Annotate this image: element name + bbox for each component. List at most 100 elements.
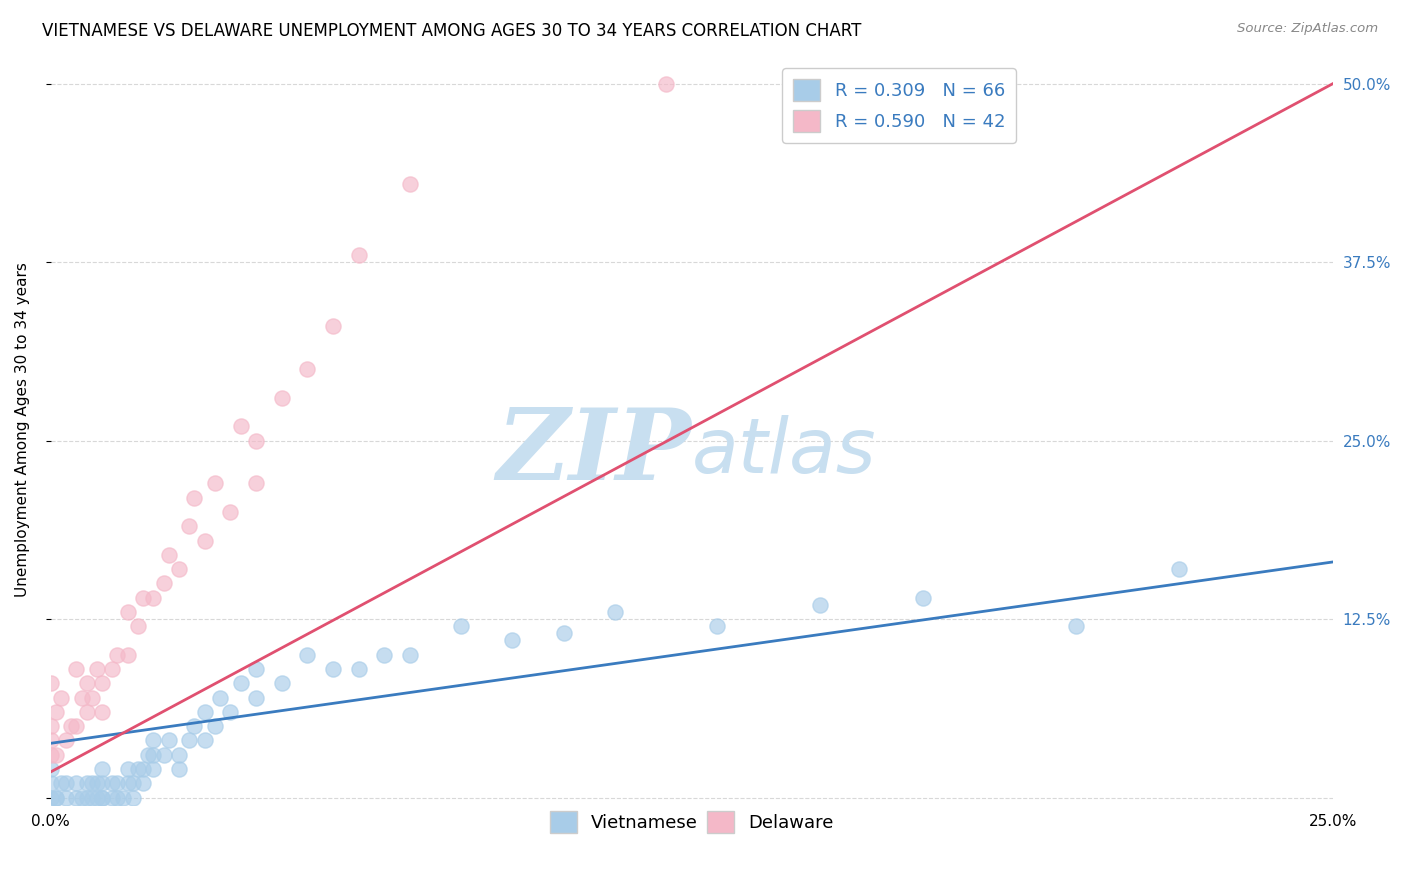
- Point: [45, 705, 67, 719]
- Point: [55, 733, 77, 747]
- Point: [1066, 619, 1088, 633]
- Point: [167, 747, 190, 762]
- Point: [91, 776, 114, 790]
- Point: [167, 562, 190, 576]
- Point: [101, 776, 124, 790]
- Point: [204, 719, 226, 733]
- Point: [209, 690, 232, 705]
- Point: [322, 662, 344, 676]
- Point: [179, 519, 201, 533]
- Point: [245, 434, 267, 448]
- Point: [39, 733, 62, 747]
- Point: [245, 476, 267, 491]
- Point: [76, 776, 98, 790]
- Point: [70, 790, 93, 805]
- Point: [179, 733, 201, 747]
- Point: [142, 762, 165, 776]
- Point: [603, 605, 626, 619]
- Point: [808, 598, 831, 612]
- Point: [297, 648, 319, 662]
- Point: [101, 662, 124, 676]
- Point: [194, 533, 217, 548]
- Point: [152, 747, 174, 762]
- Point: [45, 790, 67, 805]
- Point: [373, 648, 395, 662]
- Point: [117, 605, 139, 619]
- Y-axis label: Unemployment Among Ages 30 to 34 years: Unemployment Among Ages 30 to 34 years: [15, 262, 30, 598]
- Point: [142, 591, 165, 605]
- Point: [80, 790, 103, 805]
- Point: [39, 676, 62, 690]
- Text: ZIP: ZIP: [496, 404, 692, 500]
- Point: [76, 676, 98, 690]
- Point: [39, 776, 62, 790]
- Point: [86, 776, 108, 790]
- Point: [132, 776, 155, 790]
- Point: [245, 662, 267, 676]
- Point: [107, 776, 129, 790]
- Point: [122, 790, 145, 805]
- Point: [270, 391, 292, 405]
- Point: [76, 705, 98, 719]
- Point: [142, 733, 165, 747]
- Point: [49, 776, 72, 790]
- Text: Source: ZipAtlas.com: Source: ZipAtlas.com: [1237, 22, 1378, 36]
- Point: [398, 648, 420, 662]
- Point: [655, 77, 678, 91]
- Point: [553, 626, 575, 640]
- Point: [132, 591, 155, 605]
- Point: [219, 505, 242, 519]
- Point: [60, 719, 83, 733]
- Point: [76, 790, 98, 805]
- Point: [117, 648, 139, 662]
- Point: [70, 690, 93, 705]
- Point: [65, 662, 87, 676]
- Point: [80, 690, 103, 705]
- Point: [45, 747, 67, 762]
- Point: [39, 790, 62, 805]
- Point: [39, 762, 62, 776]
- Legend: Vietnamese, Delaware: Vietnamese, Delaware: [543, 805, 841, 840]
- Point: [229, 676, 252, 690]
- Point: [65, 776, 87, 790]
- Point: [450, 619, 472, 633]
- Text: atlas: atlas: [692, 416, 876, 490]
- Point: [49, 690, 72, 705]
- Point: [101, 790, 124, 805]
- Point: [55, 776, 77, 790]
- Point: [501, 633, 523, 648]
- Text: VIETNAMESE VS DELAWARE UNEMPLOYMENT AMONG AGES 30 TO 34 YEARS CORRELATION CHART: VIETNAMESE VS DELAWARE UNEMPLOYMENT AMON…: [42, 22, 862, 40]
- Point: [194, 733, 217, 747]
- Point: [117, 762, 139, 776]
- Point: [55, 790, 77, 805]
- Point: [91, 676, 114, 690]
- Point: [142, 747, 165, 762]
- Point: [39, 719, 62, 733]
- Point: [911, 591, 934, 605]
- Point: [45, 790, 67, 805]
- Point: [167, 762, 190, 776]
- Point: [1168, 562, 1191, 576]
- Point: [91, 705, 114, 719]
- Point: [107, 790, 129, 805]
- Point: [297, 362, 319, 376]
- Point: [706, 619, 728, 633]
- Point: [157, 733, 180, 747]
- Point: [39, 747, 62, 762]
- Point: [65, 790, 87, 805]
- Point: [86, 790, 108, 805]
- Point: [152, 576, 174, 591]
- Point: [322, 319, 344, 334]
- Point: [107, 648, 129, 662]
- Point: [245, 690, 267, 705]
- Point: [136, 747, 159, 762]
- Point: [80, 776, 103, 790]
- Point: [132, 762, 155, 776]
- Point: [398, 177, 420, 191]
- Point: [122, 776, 145, 790]
- Point: [91, 762, 114, 776]
- Point: [127, 762, 149, 776]
- Point: [270, 676, 292, 690]
- Point: [347, 248, 370, 262]
- Point: [157, 548, 180, 562]
